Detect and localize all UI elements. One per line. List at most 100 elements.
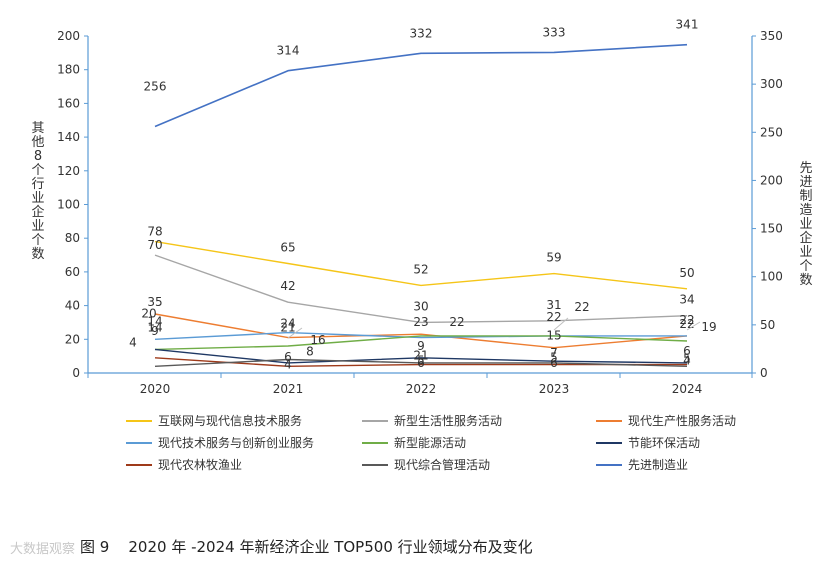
data-label: 19 [701,320,716,334]
data-label: 7 [550,346,558,360]
axis-title-char: 个 [31,233,44,248]
data-label: 59 [546,251,561,265]
figure-caption: 图 9 2020 年 -2024 年新经济企业 TOP500 行业领域分布及变化 [80,538,533,556]
data-label: 4 [129,335,137,349]
series-line-5 [154,348,688,364]
right-tick-label: 350 [760,29,783,43]
data-label: 22 [546,310,561,324]
right-tick-label: 250 [760,125,783,139]
data-label: 23 [413,315,428,329]
axis-title-char: 业 [799,217,812,232]
data-label: 4 [284,357,292,371]
legend-item: 节能环保活动 [596,436,700,450]
legend-label: 现代技术服务与创新创业服务 [158,435,314,450]
legend: 互联网与现代信息技术服务 新型生活性服务活动 现代生产性服务活动现代技术服务与创新创… [126,413,736,472]
data-label: 314 [277,44,300,58]
legend-label: 现代综合管理活动 [394,457,490,472]
legend-item: 现代农林牧渔业 [126,458,242,472]
legend-label: 节能环保活动 [628,436,700,450]
x-tick-label: 2024 [672,382,703,396]
left-tick-label: 180 [57,63,80,77]
data-label: 22 [449,315,464,329]
series-line-7 [154,358,688,367]
legend-label: 互联网与现代信息技术服务 [158,413,302,428]
legend-item: 现代生产性服务活动 [596,413,736,428]
data-label: 50 [679,266,694,280]
axis-title-char: 数 [799,273,812,288]
data-label: 22 [574,300,589,314]
axis-title-char: 个 [31,163,44,178]
data-label: 30 [413,299,428,313]
axis-title-char: 造 [799,203,812,218]
data-label: 6 [417,356,425,370]
axis-title-char: 业 [31,219,44,234]
series-line-3 [154,331,687,340]
left-tick-label: 160 [57,96,80,110]
data-label: 15 [546,329,561,343]
right-tick-label: 150 [760,222,783,236]
caption-group: 大数据观察 图 9 2020 年 -2024 年新经济企业 TOP500 行业领… [10,538,533,557]
right-tick-label: 50 [760,318,775,332]
left-tick-label: 100 [57,198,80,212]
data-label: 42 [280,279,295,293]
legend-item: 现代技术服务与创新创业服务 [126,435,314,450]
axis-title-char: 制 [799,189,812,204]
series-line-1 [154,254,688,324]
axis-title-char: 业 [31,191,44,206]
axis-title-char: 他 [31,135,44,150]
data-label: 14 [147,320,162,334]
data-label: 6 [550,356,558,370]
data-label: 341 [676,18,699,32]
left-tick-label: 200 [57,29,80,43]
data-label: 5 [417,354,425,368]
label-leader-line [553,317,569,331]
x-tick-label: 2021 [273,382,304,396]
data-label: 70 [147,238,162,252]
data-label: 21 [280,321,295,335]
label-leader-line [686,321,701,331]
left-tick-label: 0 [72,366,80,380]
series-line-2 [154,313,688,349]
data-label: 22 [679,313,694,327]
data-label: 34 [679,293,694,307]
data-label: 31 [546,298,561,312]
series-lines [154,43,688,367]
data-label: 78 [147,225,162,239]
axis-title-char: 数 [31,247,44,262]
right-tick-label: 200 [760,173,783,187]
data-label: 14 [147,314,162,328]
axis-title-char: 业 [799,245,812,260]
data-label: 21 [413,349,428,363]
data-label: 4 [683,353,691,367]
right-tick-label: 300 [760,77,783,91]
axes: 0 20 40 60 80 100 120 140 160 180 200 0 50 100 150 200 2… [31,29,812,396]
legend-item: 新型能源活动 [362,435,466,450]
x-tick-label: 2023 [539,382,570,396]
legend-item: 新型生活性服务活动 [362,413,502,428]
left-tick-label: 80 [65,231,80,245]
series-line-0 [154,240,688,290]
data-label: 6 [284,350,292,364]
data-label: 5 [683,352,691,366]
data-label: 333 [543,25,566,39]
legend-label: 新型能源活动 [394,435,466,450]
right-tick-label: 0 [760,366,768,380]
left-tick-label: 60 [65,265,80,279]
legend-label: 现代生产性服务活动 [628,413,736,428]
series-line-4 [154,335,688,351]
left-tick-label: 20 [65,332,80,346]
axis-title-char: 8 [34,149,42,164]
left-tick-label: 40 [65,299,80,313]
series-line-8 [154,43,688,128]
data-label: 24 [280,317,295,331]
axis-title-char: 先 [799,161,812,176]
axis-title-char: 企 [31,204,44,220]
x-tick-label: 2022 [406,382,437,396]
left-tick-label: 140 [57,130,80,144]
legend-item: 先进制造业 [596,458,688,472]
legend-item: 现代综合管理活动 [362,457,490,472]
